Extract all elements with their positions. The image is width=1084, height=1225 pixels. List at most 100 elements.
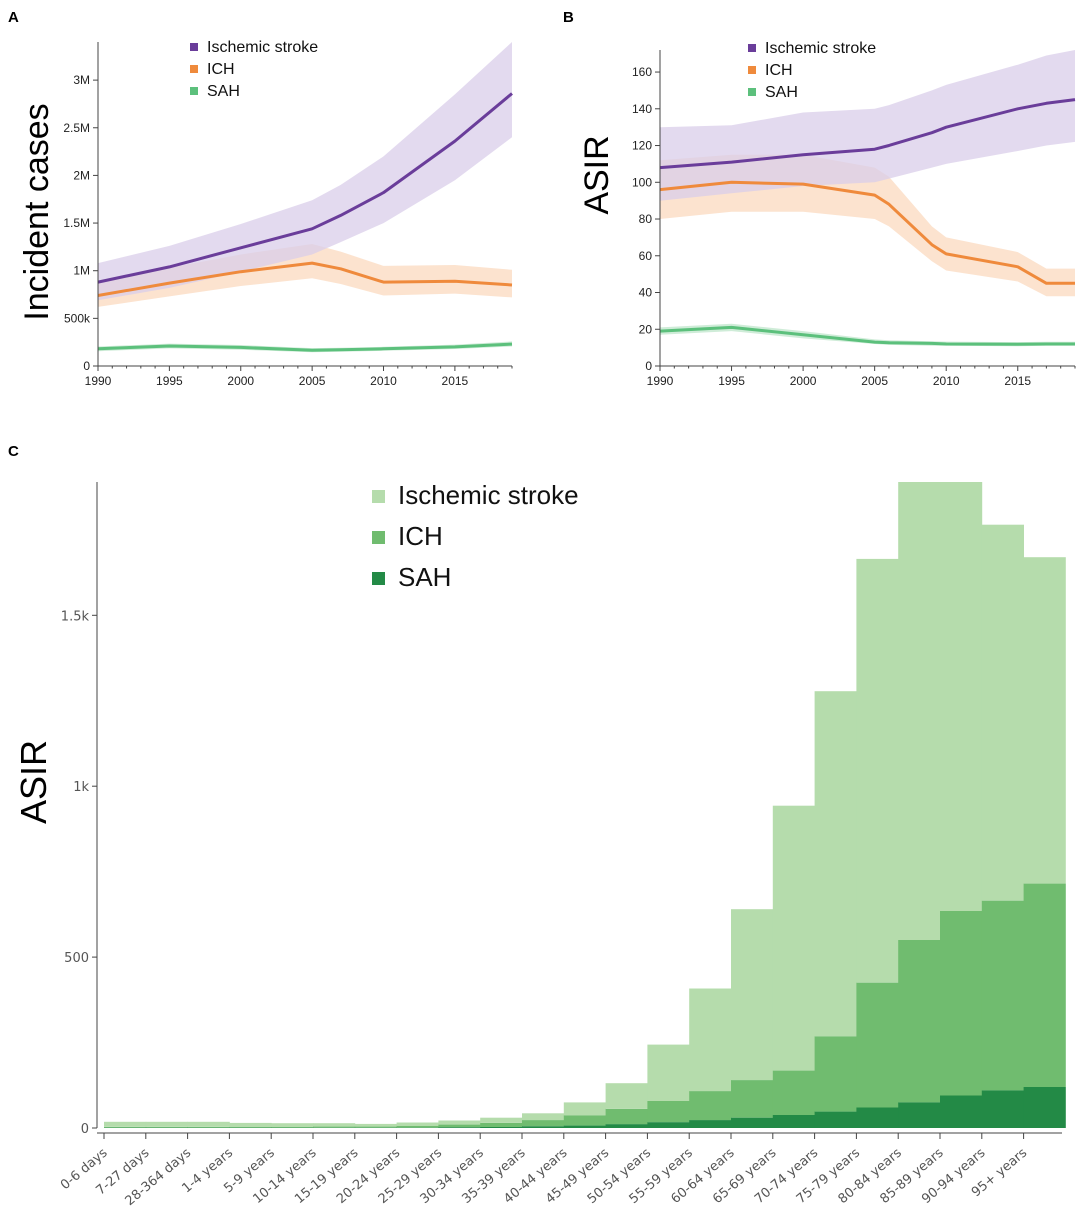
- panel-b-ytick-label: 140: [632, 102, 652, 116]
- bar-sah-50-54-years: [647, 1122, 690, 1128]
- bar-ischemic-stroke-5-9-years: [271, 1123, 314, 1127]
- panel-a-ytick-label: 500k: [64, 311, 91, 325]
- panel-b-xtick-label: 2000: [790, 374, 817, 388]
- bar-ischemic-stroke-95-years: [1023, 557, 1066, 884]
- panel-c-legend-label: Ischemic stroke: [398, 480, 579, 510]
- bar-ich-65-69-years: [772, 1070, 815, 1115]
- panel-b-legend-swatch: [748, 88, 756, 96]
- panel-a-legend-label: Ischemic stroke: [207, 39, 318, 56]
- bar-ich-0-6-days: [104, 1127, 147, 1128]
- bar-ischemic-stroke-45-49-years: [605, 1083, 648, 1109]
- bar-ich-35-39-years: [522, 1120, 565, 1127]
- panel-b-ytick-label: 40: [639, 286, 653, 300]
- bar-ich-95-years: [1023, 883, 1066, 1087]
- bar-ich-85-89-years: [940, 911, 983, 1096]
- panel-c-legend-label: ICH: [398, 521, 443, 551]
- panel-b-legend-label: SAH: [765, 84, 798, 101]
- bar-ich-5-9-years: [271, 1127, 314, 1128]
- panel-c-legend-label: SAH: [398, 562, 451, 592]
- panel-c-ytick-label: 1.5k: [61, 609, 90, 624]
- bar-sah-95-years: [1023, 1087, 1066, 1128]
- bar-sah-75-79-years: [856, 1107, 899, 1128]
- panel-b-xtick-label: 2010: [933, 374, 960, 388]
- panel-a-ytick-label: 1.5M: [63, 216, 90, 230]
- panel-a-xtick-label: 1995: [156, 374, 183, 388]
- bar-sah-25-29-years: [438, 1127, 481, 1128]
- bar-ischemic-stroke-7-27-days: [145, 1121, 188, 1127]
- bar-sah-90-94-years: [981, 1090, 1024, 1128]
- panel-b-ytick-label: 60: [639, 249, 653, 263]
- bar-ich-80-84-years: [898, 940, 941, 1103]
- bar-ich-20-24-years: [396, 1125, 439, 1128]
- bar-sah-80-84-years: [898, 1102, 941, 1128]
- panel-a-xtick-label: 1990: [85, 374, 112, 388]
- panel-b-line-sah: [659, 325, 1075, 346]
- bar-ischemic-stroke-15-19-years: [354, 1123, 397, 1127]
- bar-sah-85-89-years: [940, 1095, 983, 1128]
- bar-ischemic-stroke-28-364-days: [187, 1121, 230, 1127]
- bar-ich-28-364-days: [187, 1127, 230, 1128]
- bar-ischemic-stroke-65-69-years: [772, 805, 815, 1071]
- bar-ich-40-44-years: [563, 1115, 606, 1126]
- panel-a-legend-swatch: [190, 65, 198, 73]
- bar-ich-10-14-years: [313, 1126, 356, 1128]
- panel-b-ylabel: ASIR: [578, 135, 616, 214]
- bar-ich-7-27-days: [145, 1127, 188, 1128]
- panel-letter-a: A: [8, 9, 19, 26]
- panel-a-band-ich: [98, 244, 512, 307]
- bar-sah-30-34-years: [480, 1127, 523, 1128]
- panel-b-ytick-label: 0: [645, 359, 652, 373]
- panel-c-legend-swatch: [372, 572, 385, 585]
- bar-ischemic-stroke-40-44-years: [563, 1102, 606, 1116]
- panel-a-line-ischemic-stroke: [97, 92, 513, 284]
- bar-ich-15-19-years: [354, 1126, 397, 1128]
- bar-ischemic-stroke-80-84-years: [898, 482, 941, 940]
- panel-c-ytick-label: 0: [81, 1122, 89, 1137]
- bar-ischemic-stroke-55-59-years: [689, 988, 732, 1091]
- bar-ich-45-49-years: [605, 1108, 648, 1125]
- panel-b-ytick-label: 100: [632, 175, 652, 189]
- panel-b-band-ischemic-stroke: [660, 50, 1075, 201]
- panel-a-xtick-label: 2005: [299, 374, 326, 388]
- panel-b-xtick-label: 2005: [861, 374, 888, 388]
- panel-b-ytick-label: 160: [632, 65, 652, 79]
- bar-ischemic-stroke-25-29-years: [438, 1120, 481, 1125]
- panel-a-xtick-label: 2015: [442, 374, 469, 388]
- bar-ischemic-stroke-0-6-days: [104, 1121, 147, 1127]
- bar-ischemic-stroke-30-34-years: [480, 1117, 523, 1123]
- panel-a-legend-label: ICH: [207, 61, 235, 78]
- panel-c-ylabel: ASIR: [13, 740, 54, 824]
- bar-ich-25-29-years: [438, 1124, 481, 1128]
- panel-b-legend-label: Ischemic stroke: [765, 40, 876, 57]
- panel-letter-b: B: [563, 9, 574, 26]
- panel-c-ytick-label: 1k: [73, 780, 89, 795]
- panel-a-ytick-label: 0: [83, 359, 90, 373]
- bar-ischemic-stroke-90-94-years: [981, 524, 1024, 901]
- panel-a-chart: 0 500k 1M 1.5M 2M 2.5M 3M 1990 1995 2000 2005 2010 2…: [63, 39, 513, 388]
- panel-a-ytick-label: 3M: [73, 73, 90, 87]
- bar-sah-45-49-years: [605, 1124, 648, 1128]
- panel-b-legend-swatch: [748, 44, 756, 52]
- panel-a-legend-swatch: [190, 43, 198, 51]
- panel-b-ytick-label: 20: [639, 322, 653, 336]
- bar-ischemic-stroke-60-64-years: [731, 909, 774, 1081]
- panel-b-legend-label: ICH: [765, 62, 793, 79]
- panel-b-ytick-label: 120: [632, 139, 652, 153]
- panel-c-legend-swatch: [372, 531, 385, 544]
- bar-ich-60-64-years: [731, 1080, 774, 1118]
- bar-ischemic-stroke-50-54-years: [647, 1044, 690, 1101]
- panel-a-ylabel: Incident cases: [18, 103, 56, 320]
- panel-a-xtick-label: 2000: [227, 374, 254, 388]
- panel-b-legend-swatch: [748, 66, 756, 74]
- panel-b-line-ischemic-stroke: [659, 98, 1076, 170]
- bar-ischemic-stroke-20-24-years: [396, 1122, 439, 1126]
- panel-letter-c: C: [8, 443, 19, 460]
- panel-a-ytick-label: 1M: [73, 264, 90, 278]
- panel-b-line-ich: [659, 180, 1075, 285]
- bar-ischemic-stroke-10-14-years: [313, 1123, 356, 1127]
- bar-ich-90-94-years: [981, 900, 1024, 1091]
- bar-sah-35-39-years: [522, 1126, 565, 1128]
- panel-c-legend-swatch: [372, 490, 385, 503]
